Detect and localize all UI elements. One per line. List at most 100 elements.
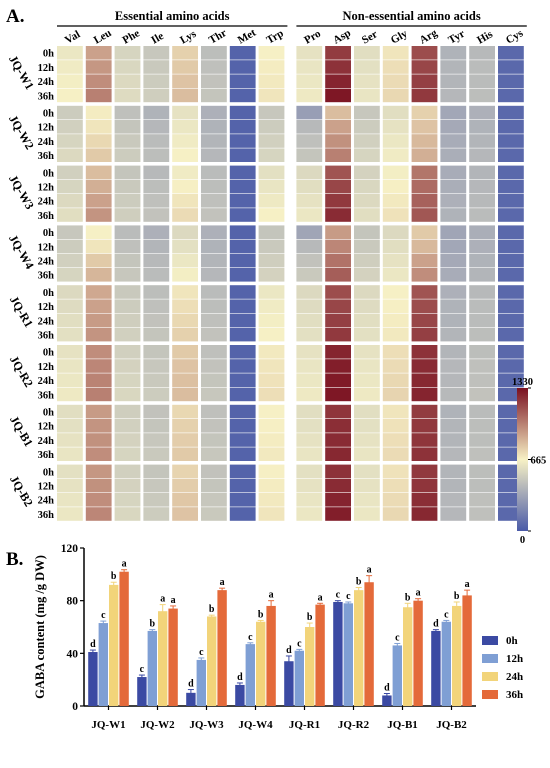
heatmap-cell [469,433,495,447]
row-block-label: JQ-W2 [6,113,37,152]
heatmap-cell [325,373,351,387]
heatmap-cell [382,478,409,493]
heatmap: Essential amino acids Non-essential amino… [6,9,527,521]
heatmap-cell [440,373,467,387]
heatmap-cell [85,194,112,208]
heatmap-cell [498,225,524,239]
heatmap-cell [469,285,495,299]
colorbar: 0 665 1330 [512,377,546,546]
heatmap-cell [85,464,112,479]
heatmap-cell [296,208,323,222]
heatmap-cell [201,313,227,328]
heatmap-cell [258,225,285,239]
heatmap-cell [440,120,467,134]
bar [354,590,364,706]
heatmap-cell [114,447,141,461]
heatmap-cell [114,165,141,180]
heatmap-cell [85,239,112,254]
heatmap-cell [382,373,409,387]
heatmap-cell [114,493,141,507]
heatmap-cell [258,507,285,521]
bar [343,603,353,706]
heatmap-cell [143,268,170,282]
heatmap-cell [498,165,524,180]
significance-letter: c [395,632,400,643]
significance-letter: b [258,609,264,620]
legend-label: 24h [506,671,523,683]
heatmap-cell [172,433,198,447]
heatmap-cell [229,60,256,74]
heatmap-cell [143,313,170,328]
heatmap-cell [382,74,409,88]
heatmap-cell [172,134,198,148]
heatmap-cell [57,74,83,88]
significance-letter: a [416,588,421,599]
heatmap-cell [172,105,198,120]
heatmap-cell [57,208,83,222]
heatmap-cell [354,404,380,419]
heatmap-cell [411,46,438,60]
heatmap-cell [229,148,256,162]
heatmap-cell [325,88,351,103]
heatmap-cell [114,46,141,60]
heatmap-cell [440,165,467,180]
heatmap-cell [229,299,256,313]
row-time-label: 0h [43,348,54,359]
heatmap-cell [85,268,112,282]
heatmap-cell [57,493,83,507]
heatmap-cell [325,299,351,313]
heatmap-cell [354,239,380,254]
heatmap-cell [85,404,112,419]
heatmap-cell [143,208,170,222]
heatmap-cell [296,285,323,299]
heatmap-cell [498,285,524,299]
heatmap-cell [296,74,323,88]
heatmap-cell [57,194,83,208]
heatmap-cell [229,268,256,282]
heatmap-cell [469,493,495,507]
heatmap-cell [498,134,524,148]
heatmap-cell [440,74,467,88]
heatmap-cell [114,345,141,359]
heatmap-cell [440,253,467,268]
heatmap-cell [325,447,351,461]
heatmap-cell [201,387,227,402]
heatmap-cell [114,268,141,282]
heatmap-cell [229,345,256,359]
heatmap-cell [85,105,112,120]
heatmap-cell [143,194,170,208]
heatmap-cell [57,225,83,239]
heatmap-cell [411,179,438,194]
heatmap-cell [143,327,170,342]
row-time-label: 24h [38,376,55,387]
colorbar-scale [517,388,528,531]
heatmap-cell [325,60,351,74]
row-time-label: 24h [38,496,55,507]
heatmap-cell [201,507,227,521]
heatmap-cell [354,105,380,120]
heatmap-cell [143,299,170,313]
heatmap-cell [440,419,467,433]
heatmap-cell [411,447,438,461]
heatmap-cell [114,253,141,268]
heatmap-cell [469,165,495,180]
heatmap-cell [258,478,285,493]
heatmap-cell [57,464,83,479]
row-time-label: 24h [38,256,55,267]
heatmap-cell [143,253,170,268]
heatmap-cell [469,194,495,208]
heatmap-cell [325,165,351,180]
row-time-label: 0h [43,228,54,239]
heatmap-cell [172,359,198,373]
bar [364,582,374,706]
x-tick-label: JQ-W2 [140,719,175,731]
row-time-label: 24h [38,197,55,208]
heatmap-cell [411,327,438,342]
heatmap-cell [143,493,170,507]
heatmap-cell [440,46,467,60]
significance-letter: c [101,610,106,621]
heatmap-cell [229,74,256,88]
row-block-label: JQ-R2 [7,353,36,389]
heatmap-cell [201,327,227,342]
heatmap-cell [354,447,380,461]
